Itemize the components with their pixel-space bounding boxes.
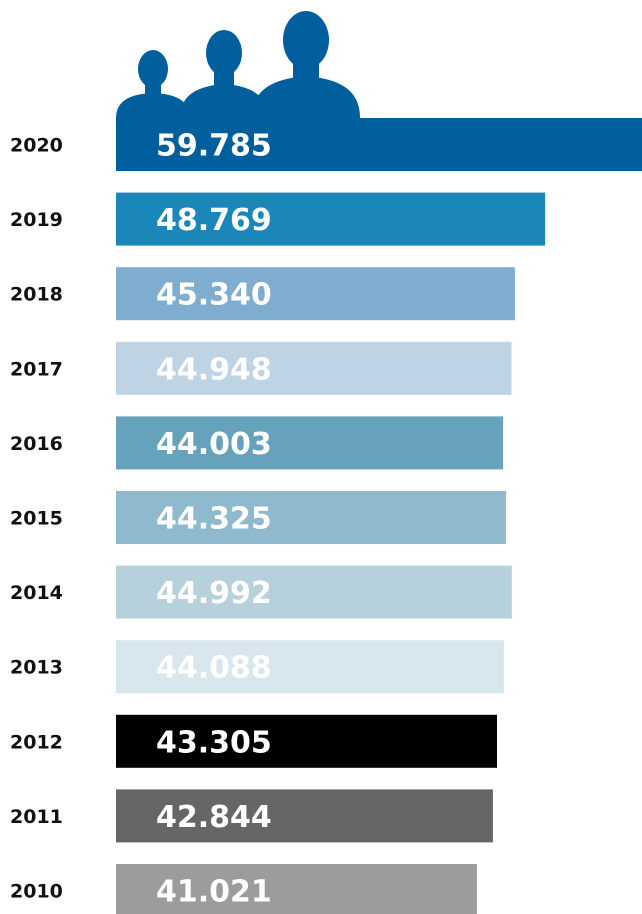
- value-label: 43.305: [156, 725, 272, 760]
- bar-2012: [116, 714, 497, 768]
- value-label: 42.844: [156, 800, 272, 835]
- value-label: 59.785: [156, 129, 272, 164]
- bar-2017: [116, 341, 512, 395]
- bar-2020: [116, 118, 642, 171]
- bar-2019: [116, 192, 546, 246]
- value-label: 48.769: [156, 203, 272, 238]
- bar-2013: [116, 640, 504, 694]
- bar-2014: [116, 565, 512, 619]
- year-label: 2016: [10, 433, 63, 455]
- year-label: 2019: [10, 209, 63, 231]
- bar-2016: [116, 416, 504, 470]
- bar-2011: [116, 789, 493, 843]
- year-label: 2013: [10, 657, 63, 679]
- value-label: 44.325: [156, 502, 272, 537]
- value-label: 44.948: [156, 352, 272, 387]
- year-label: 2014: [10, 582, 63, 604]
- value-label: 41.021: [156, 875, 272, 910]
- value-label: 45.340: [156, 278, 272, 313]
- bar-2015: [116, 491, 506, 544]
- year-label: 2018: [10, 284, 63, 306]
- year-label: 2020: [10, 135, 63, 157]
- bar-2018: [116, 267, 515, 321]
- value-label: 44.088: [156, 651, 272, 686]
- year-label: 2015: [10, 508, 63, 530]
- year-label: 2010: [10, 881, 63, 903]
- value-label: 44.992: [156, 576, 272, 611]
- people-silhouette-icon: [116, 11, 360, 118]
- value-label: 44.003: [156, 427, 272, 462]
- bars-layer: 2020 59.785 2019 48.769 2018 45.340 2017 44.948…: [10, 118, 642, 914]
- year-label: 2011: [10, 806, 63, 828]
- year-label: 2012: [10, 731, 63, 753]
- bar-2010: [116, 864, 477, 914]
- year-label: 2017: [10, 358, 63, 380]
